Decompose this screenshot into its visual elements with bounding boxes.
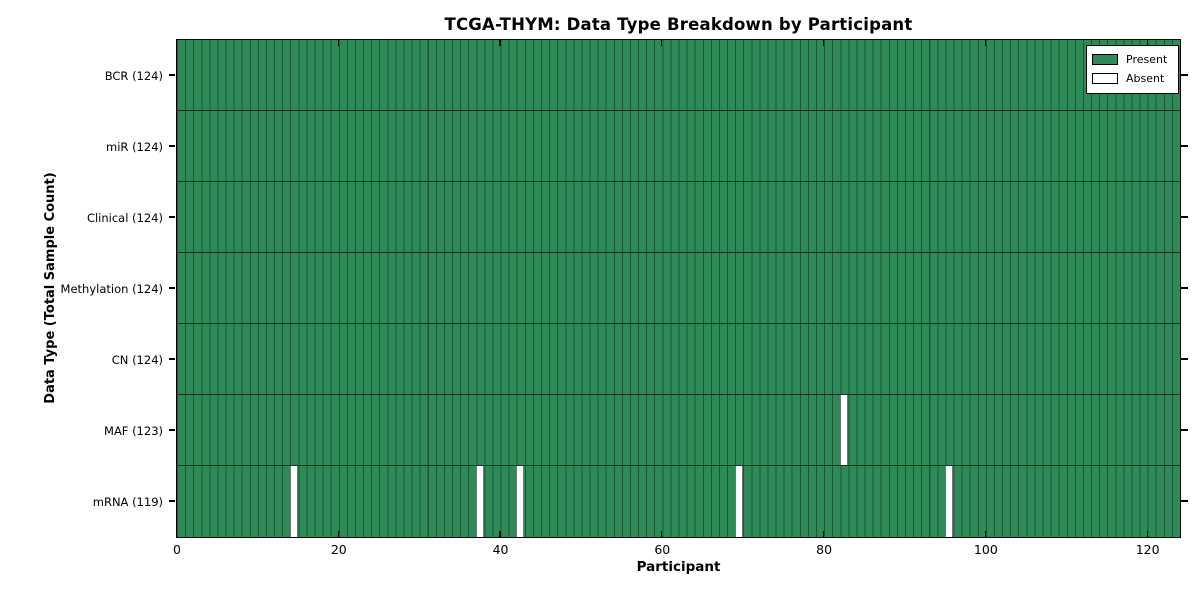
y-tick-label-Methylation: Methylation (124) [60, 281, 163, 296]
y-tick-left [168, 500, 175, 502]
absent-cell-MAF-82 [839, 394, 848, 466]
x-tick-top [822, 39, 825, 46]
legend-entry-present: Present [1092, 50, 1172, 69]
absent-cell-mRNA-95 [944, 465, 953, 537]
legend-label: Absent [1126, 72, 1165, 85]
x-tick-label: 100 [973, 542, 998, 557]
y-tick-right [1181, 500, 1188, 502]
x-tick-bottom [822, 530, 825, 537]
x-tick-bottom [661, 530, 663, 537]
x-tick-label: 120 [1135, 542, 1160, 557]
y-tick-right [1181, 358, 1188, 360]
y-tick-right [1181, 74, 1188, 76]
y-tick-right [1181, 429, 1188, 431]
absent-cell-mRNA-37 [475, 465, 484, 537]
legend: Present Absent [1086, 45, 1179, 94]
y-tick-right [1181, 287, 1188, 289]
absent-cell-mRNA-14 [289, 465, 298, 537]
x-tick-bottom [175, 530, 178, 537]
absent-cell-mRNA-69 [734, 465, 743, 537]
x-tick-bottom [984, 530, 986, 537]
x-tick-top [175, 39, 178, 46]
y-tick-left [168, 145, 175, 147]
x-tick-label: 20 [330, 542, 347, 557]
row-separator [176, 393, 1180, 396]
x-tick-bottom [1146, 530, 1148, 537]
y-tick-left [168, 358, 175, 360]
x-tick-top [499, 39, 501, 46]
row-separator [176, 464, 1180, 467]
x-tick-top [984, 39, 986, 46]
legend-entry-absent: Absent [1092, 69, 1172, 88]
x-tick-bottom [499, 530, 501, 537]
x-tick-label: 0 [173, 542, 181, 557]
x-tick-bottom [337, 530, 339, 537]
legend-swatch-absent [1092, 73, 1118, 84]
legend-label: Present [1126, 53, 1168, 66]
row-separator [176, 109, 1180, 112]
y-tick-right [1181, 145, 1188, 147]
y-tick-left [168, 287, 175, 289]
x-tick-label: 60 [654, 542, 671, 557]
y-tick-label-Clinical: Clinical (124) [86, 210, 163, 225]
x-tick-label: 40 [492, 542, 509, 557]
absent-cell-mRNA-42 [516, 465, 525, 537]
row-separator [176, 322, 1180, 325]
y-tick-label-BCR: BCR (124) [104, 68, 163, 83]
y-tick-label-mRNA: mRNA (119) [92, 494, 163, 509]
x-tick-label: 80 [816, 542, 833, 557]
y-tick-label-miR: miR (124) [106, 139, 163, 154]
x-tick-top [1146, 39, 1148, 46]
row-separator [176, 251, 1180, 254]
plot-area [168, 38, 1188, 538]
y-tick-left [168, 216, 175, 218]
x-tick-top [337, 39, 339, 46]
y-tick-left [168, 74, 175, 76]
chart-title: TCGA-THYM: Data Type Breakdown by Partic… [444, 15, 913, 34]
y-tick-left [168, 429, 175, 431]
y-tick-right [1181, 216, 1188, 218]
y-tick-label-MAF: MAF (123) [104, 423, 163, 438]
x-axis-label: Participant [636, 559, 721, 575]
row-separator [176, 180, 1180, 183]
y-tick-label-CN: CN (124) [111, 352, 163, 367]
legend-swatch-present [1092, 54, 1118, 65]
x-tick-top [661, 39, 663, 46]
